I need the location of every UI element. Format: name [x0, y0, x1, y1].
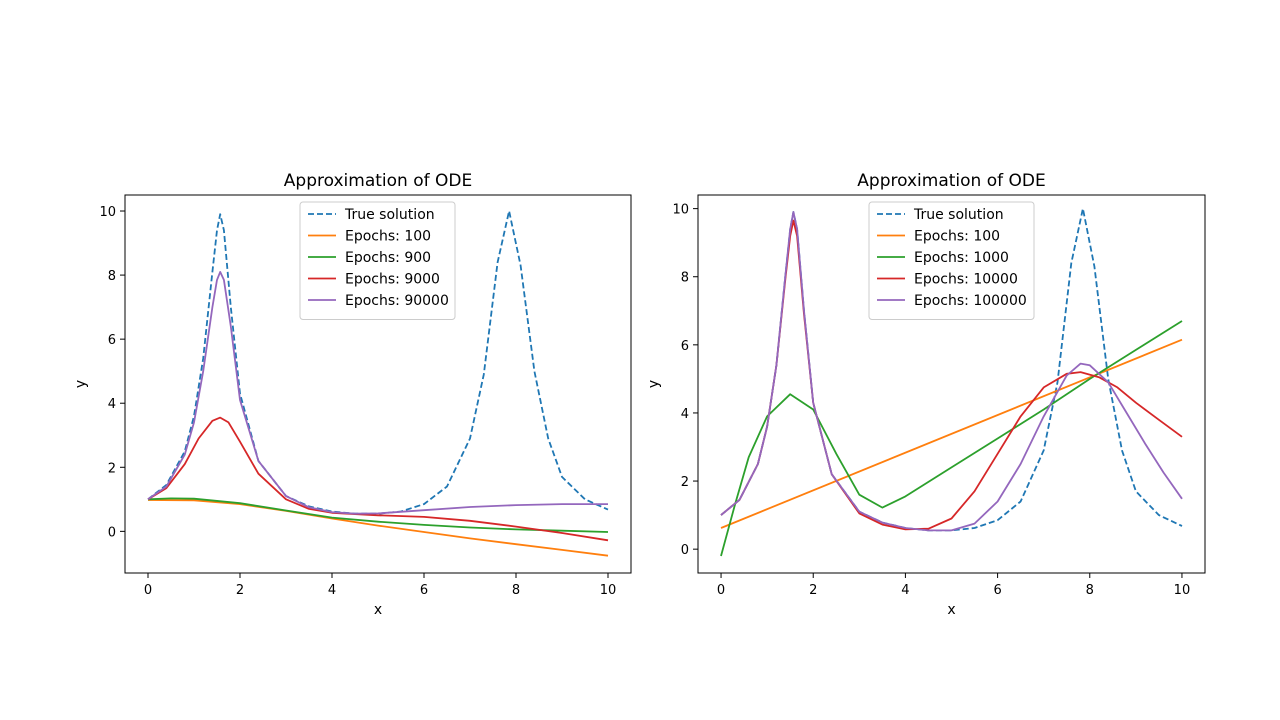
y-axis-label: y	[73, 380, 89, 388]
x-tick-label: 0	[717, 583, 725, 598]
y-tick-label: 4	[681, 407, 689, 422]
series-line-0	[720, 207, 1183, 532]
legend-label: Epochs: 900	[345, 250, 431, 266]
x-tick-label: 2	[236, 583, 244, 598]
x-tick-label: 10	[1174, 583, 1191, 598]
legend-label: Epochs: 100	[914, 229, 1000, 245]
y-tick-label: 10	[99, 205, 116, 220]
x-tick-label: 2	[809, 583, 817, 598]
x-axis-label: x	[947, 602, 955, 618]
series-line-2	[720, 320, 1183, 557]
y-tick-label: 6	[108, 333, 116, 348]
y-tick-label: 2	[108, 461, 116, 476]
y-tick-label: 10	[672, 203, 689, 218]
y-axis-label: y	[646, 380, 662, 388]
x-tick-label: 4	[328, 583, 336, 598]
chart-right: 0 2 4 6 8 10 0 2 4 6 8 10 x y Approximation of ODE True…	[646, 171, 1206, 618]
legend-label: Epochs: 100000	[914, 293, 1027, 309]
x-tick-label: 6	[993, 583, 1001, 598]
y-tick-label: 0	[108, 525, 116, 540]
legend-box	[299, 201, 456, 320]
series-lines	[147, 210, 609, 557]
legend-box	[868, 201, 1035, 320]
y-tick-label: 8	[108, 269, 116, 284]
series-lines	[720, 207, 1183, 557]
legend: True solution Epochs: 100 Epochs: 900 Epoch…	[299, 201, 456, 320]
series-line-4	[147, 270, 608, 515]
y-tick-label: 8	[681, 271, 689, 286]
axes-frame	[697, 194, 1206, 574]
series-line-4	[720, 211, 1183, 532]
legend-label: Epochs: 90000	[345, 293, 449, 309]
chart-title: Approximation of ODE	[857, 171, 1045, 191]
legend-label: Epochs: 9000	[345, 272, 440, 288]
legend-label: Epochs: 1000	[914, 250, 1009, 266]
series-line-2	[147, 497, 609, 533]
x-tick-label: 8	[1086, 583, 1094, 598]
y-tick-label: 2	[681, 475, 689, 490]
chart-left: 0 2 4 6 8 10 0 2 4 6 8 10 x y Approximation of ODE True…	[73, 171, 632, 618]
y-tick-label: 6	[681, 339, 689, 354]
x-tick-label: 10	[600, 583, 617, 598]
series-line-1	[720, 338, 1183, 529]
x-tick-label: 8	[512, 583, 520, 598]
x-tick-label: 0	[144, 583, 152, 598]
legend-label: Epochs: 100	[345, 229, 431, 245]
y-tick-label: 4	[108, 397, 116, 412]
axes-frame	[124, 194, 632, 574]
legend-label: True solution	[913, 207, 1004, 223]
chart-title: Approximation of ODE	[284, 171, 472, 191]
legend-label: True solution	[344, 207, 435, 223]
series-line-3	[147, 416, 609, 542]
series-line-1	[147, 499, 609, 557]
x-tick-label: 6	[420, 583, 428, 598]
legend-label: Epochs: 10000	[914, 272, 1018, 288]
x-tick-label: 4	[901, 583, 909, 598]
legend: True solution Epochs: 100 Epochs: 1000 Epoc…	[868, 201, 1035, 320]
y-tick-label: 0	[681, 543, 689, 558]
x-axis-label: x	[374, 602, 382, 618]
